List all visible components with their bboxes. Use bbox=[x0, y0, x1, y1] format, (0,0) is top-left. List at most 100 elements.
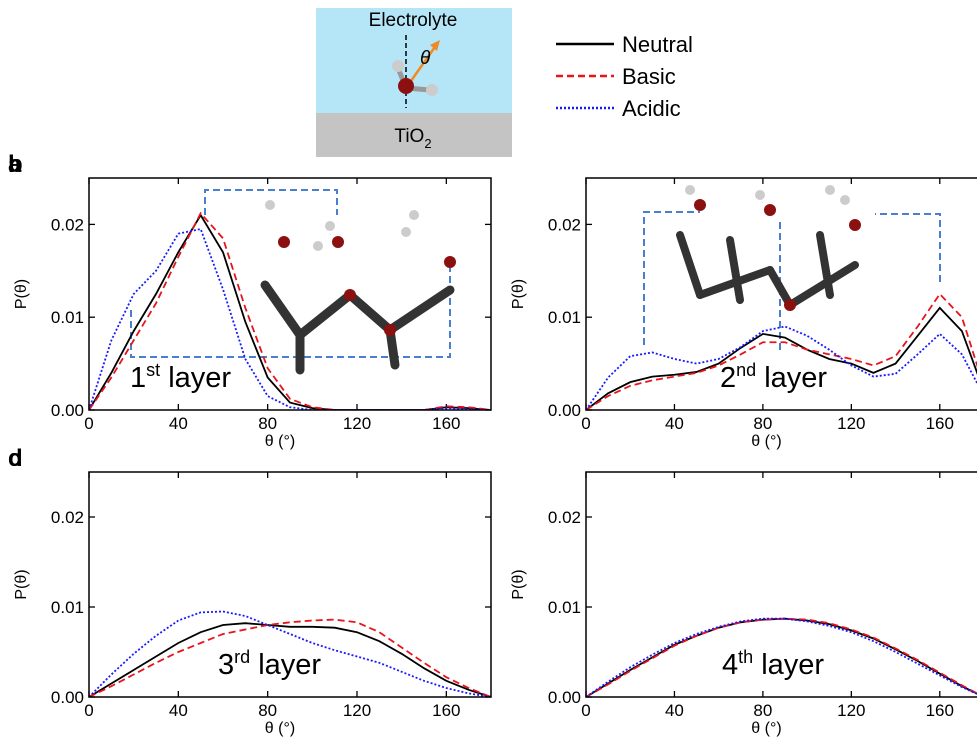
inset: Electrolyte θ TiO2 bbox=[316, 8, 512, 157]
y-tick-label: 0.01 bbox=[51, 308, 84, 327]
layer-label: 4th layer bbox=[722, 647, 824, 681]
layer-label-part: layer bbox=[160, 362, 231, 394]
y-tick-label: 0.01 bbox=[51, 598, 84, 617]
layer-label: 3rd layer bbox=[218, 647, 321, 681]
arrow-head bbox=[430, 40, 440, 51]
x-tick-label: 160 bbox=[432, 414, 460, 433]
guide-box bbox=[130, 260, 451, 358]
y-axis-label: P(θ) bbox=[13, 279, 30, 309]
x-axis-label: θ (°) bbox=[265, 433, 295, 450]
x-tick-label: 120 bbox=[837, 414, 865, 433]
y-axis-label: P(θ) bbox=[510, 279, 527, 309]
formula: TiO bbox=[394, 126, 424, 147]
plot-frame bbox=[88, 471, 492, 698]
plot-frame bbox=[88, 177, 492, 411]
x-tick-label: 40 bbox=[169, 414, 188, 433]
panel-letter: d bbox=[8, 445, 23, 472]
x-tick-label: 80 bbox=[258, 414, 277, 433]
series-line bbox=[586, 325, 977, 410]
guide-box bbox=[875, 213, 941, 282]
series-line bbox=[586, 306, 977, 410]
guide-box bbox=[204, 189, 338, 215]
x-tick-label: 80 bbox=[753, 701, 772, 720]
hydrogen-atoms bbox=[265, 200, 419, 251]
subscript: 2 bbox=[424, 136, 431, 151]
layer-label-part: rd bbox=[234, 647, 250, 667]
plot-frame bbox=[585, 471, 977, 698]
panel: a 0 40 80 120 160 0.00 0.01 0.02 θ (°) P(θ) 1st lay… bbox=[8, 151, 492, 450]
series-line bbox=[89, 211, 491, 410]
layer-label: 1st layer bbox=[130, 360, 231, 394]
x-tick-label: 80 bbox=[753, 414, 772, 433]
series-line bbox=[89, 610, 491, 697]
y-tick-label: 0.02 bbox=[548, 508, 581, 527]
legend-label: Basic bbox=[622, 64, 676, 89]
oxygen bbox=[398, 78, 414, 94]
x-tick-label: 160 bbox=[432, 701, 460, 720]
hydrogen bbox=[426, 84, 438, 96]
plot-frame bbox=[585, 177, 977, 411]
series-line bbox=[89, 228, 491, 410]
y-tick-label: 0.00 bbox=[51, 401, 84, 420]
legend: Neutral Basic Acidic bbox=[556, 32, 693, 121]
x-tick-label: 40 bbox=[665, 701, 684, 720]
y-tick-label: 0.00 bbox=[51, 688, 84, 707]
oxygen-atoms bbox=[694, 199, 861, 311]
plot-lines bbox=[586, 617, 977, 697]
y-tick-label: 0.02 bbox=[51, 508, 84, 527]
layer-label-part: th bbox=[738, 647, 753, 667]
electrolyte-region bbox=[316, 8, 512, 113]
series-line bbox=[586, 617, 977, 697]
hydrogen-atoms bbox=[685, 185, 850, 205]
plot-lines bbox=[89, 211, 491, 410]
y-tick-label: 0.01 bbox=[548, 598, 581, 617]
x-tick-label: 0 bbox=[581, 414, 590, 433]
y-tick-label: 0.02 bbox=[51, 215, 84, 234]
x-axis-label: θ (°) bbox=[751, 720, 781, 737]
layer-label: 2nd layer bbox=[720, 360, 827, 394]
guide-box bbox=[643, 211, 700, 345]
layer-label-part: st bbox=[146, 360, 160, 380]
panel: c 0 40 80 120 160 0.00 0.01 0.02 θ (°) P(θ) 3rd lay… bbox=[8, 445, 492, 737]
layer-label-part: layer bbox=[753, 649, 824, 681]
x-axis-label: θ (°) bbox=[265, 720, 295, 737]
legend-label: Neutral bbox=[622, 32, 693, 57]
layer-label-part: 1 bbox=[130, 362, 146, 394]
x-tick-label: 0 bbox=[84, 414, 93, 433]
y-axis-label: P(θ) bbox=[510, 569, 527, 599]
x-tick-label: 40 bbox=[169, 701, 188, 720]
slab bbox=[260, 280, 455, 375]
y-tick-label: 0.01 bbox=[548, 308, 581, 327]
y-tick-label: 0.02 bbox=[548, 215, 581, 234]
x-tick-label: 160 bbox=[926, 414, 954, 433]
x-axis-label: θ (°) bbox=[751, 433, 781, 450]
panel-letter: c bbox=[8, 445, 21, 472]
x-tick-label: 120 bbox=[837, 701, 865, 720]
oxygen-atoms bbox=[278, 236, 456, 336]
x-tick-label: 160 bbox=[926, 701, 954, 720]
layer-label-part: layer bbox=[756, 362, 827, 394]
legend-label: Acidic bbox=[622, 96, 681, 121]
x-tick-label: 0 bbox=[84, 701, 93, 720]
y-tick-label: 0.00 bbox=[548, 688, 581, 707]
layer-label-part: layer bbox=[250, 649, 321, 681]
layer-label-part: 4 bbox=[722, 649, 738, 681]
layer-label-part: nd bbox=[736, 360, 756, 380]
series-line bbox=[89, 213, 491, 410]
snapshot-b bbox=[643, 185, 941, 350]
y-axis-label: P(θ) bbox=[13, 569, 30, 599]
layer-label-part: 3 bbox=[218, 649, 234, 681]
layer-label-part: 2 bbox=[720, 362, 736, 394]
series-line bbox=[89, 622, 491, 697]
plot-lines bbox=[586, 292, 977, 410]
snapshot-a bbox=[130, 189, 456, 375]
series-line bbox=[586, 292, 977, 410]
x-tick-label: 80 bbox=[258, 701, 277, 720]
hydrogen bbox=[392, 60, 404, 72]
x-tick-label: 0 bbox=[581, 701, 590, 720]
slab bbox=[676, 231, 859, 309]
x-tick-label: 120 bbox=[343, 414, 371, 433]
